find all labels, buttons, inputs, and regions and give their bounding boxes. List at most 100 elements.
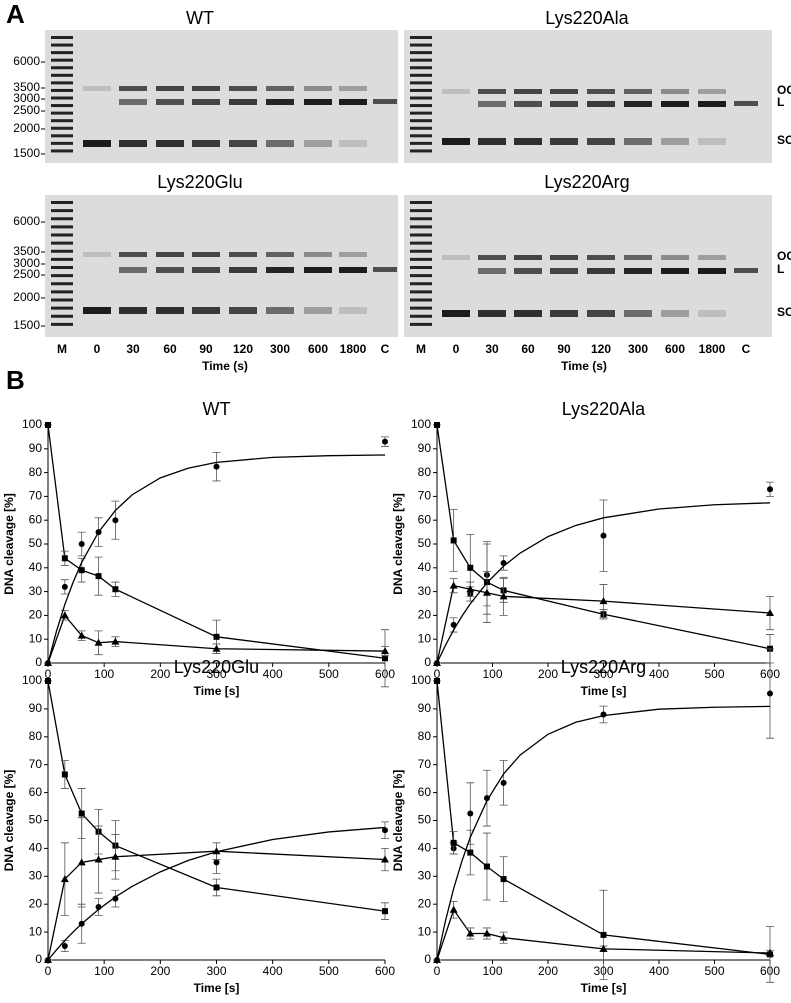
marker	[61, 771, 68, 778]
gel-band	[624, 138, 652, 145]
gel-band	[442, 89, 470, 94]
ladder-band	[410, 282, 432, 286]
gel-band	[192, 267, 220, 273]
gel-band	[442, 101, 470, 107]
gel-band	[624, 89, 652, 94]
gel-band	[624, 255, 652, 260]
band-label: SC	[777, 133, 791, 147]
marker	[767, 690, 773, 697]
gel-band	[266, 267, 294, 273]
marker	[61, 583, 68, 590]
gel-band	[83, 140, 111, 147]
ladder-band	[51, 141, 73, 145]
ladder-band	[51, 209, 73, 213]
lane-label: M	[57, 342, 67, 356]
marker	[213, 859, 220, 866]
gel-band	[661, 255, 689, 260]
x-tick-label: 100	[482, 964, 502, 978]
ladder-band	[51, 241, 73, 245]
panel-label: B	[6, 365, 25, 395]
y-tick-label: 60	[29, 512, 43, 526]
gel-band	[339, 252, 367, 257]
y-tick-label: 70	[418, 757, 432, 771]
gel-band	[156, 307, 184, 314]
gel-band	[192, 307, 220, 314]
y-tick-label: 20	[29, 896, 43, 910]
marker-label: 2000	[13, 121, 40, 135]
marker	[450, 839, 457, 846]
y-tick-label: 10	[29, 631, 43, 645]
marker	[466, 585, 475, 593]
ladder-band	[410, 73, 432, 77]
gel-band	[229, 307, 257, 314]
panel-label: A	[6, 0, 25, 29]
x-tick-label: 500	[704, 667, 724, 681]
x-axis-label: Time [s]	[581, 981, 627, 995]
y-axis-label: DNA cleavage [%]	[391, 770, 405, 872]
lane-label: 120	[591, 342, 611, 356]
gel-band	[442, 255, 470, 260]
band-label: OC	[777, 83, 791, 97]
gel-band	[119, 99, 147, 105]
marker	[467, 564, 474, 571]
marker	[483, 863, 490, 870]
gel-band	[587, 89, 615, 94]
marker	[482, 588, 491, 596]
marker	[467, 810, 474, 817]
marker	[499, 592, 508, 600]
y-tick-label: 0	[35, 655, 42, 669]
ladder-band	[410, 257, 432, 261]
gel-band	[698, 89, 726, 94]
gel-band	[156, 252, 184, 257]
gel-band	[156, 99, 184, 105]
y-tick-label: 70	[418, 489, 432, 503]
marker	[78, 567, 85, 574]
y-tick-label: 50	[29, 536, 43, 550]
chart-title: WT	[203, 399, 231, 419]
marker-label: 2500	[13, 267, 40, 281]
marker	[600, 931, 607, 938]
gel-title: Lys220Arg	[544, 172, 629, 192]
marker	[434, 678, 440, 684]
gel-band	[192, 99, 220, 105]
marker	[599, 597, 608, 605]
gel-band	[156, 86, 184, 91]
x-tick-label: 400	[649, 964, 669, 978]
ladder-band	[51, 66, 73, 70]
y-tick-label: 40	[418, 560, 432, 574]
ladder-band	[51, 104, 73, 108]
y-tick-label: 0	[424, 952, 431, 966]
ladder-band	[410, 88, 432, 92]
gel-band	[119, 86, 147, 91]
gel-band	[304, 267, 332, 273]
x-tick-label: 0	[434, 667, 441, 681]
gel-band	[478, 255, 506, 260]
marker	[500, 876, 507, 883]
ladder-band	[51, 58, 73, 62]
gel-band	[339, 86, 367, 91]
marker	[599, 944, 608, 952]
gel-band	[83, 86, 111, 91]
ladder-band	[51, 126, 73, 130]
gel-band	[304, 99, 332, 105]
marker	[466, 929, 475, 937]
y-tick-label: 50	[418, 813, 432, 827]
lane-label: 300	[270, 342, 290, 356]
x-tick-label: 100	[94, 964, 114, 978]
marker-label: 3500	[13, 80, 40, 94]
gel-band	[624, 310, 652, 317]
ladder-band	[51, 134, 73, 138]
ladder-band	[51, 322, 73, 326]
y-tick-label: 80	[418, 729, 432, 743]
y-tick-label: 90	[418, 441, 432, 455]
x-tick-label: 100	[482, 667, 502, 681]
gel-band	[478, 89, 506, 94]
marker	[78, 810, 85, 817]
ladder-band	[51, 73, 73, 77]
ladder-band	[51, 81, 73, 85]
gel-band	[83, 99, 111, 105]
y-tick-label: 80	[29, 465, 43, 479]
gel-band	[698, 268, 726, 274]
y-axis-label: DNA cleavage [%]	[391, 493, 405, 595]
y-tick-label: 30	[418, 868, 432, 882]
